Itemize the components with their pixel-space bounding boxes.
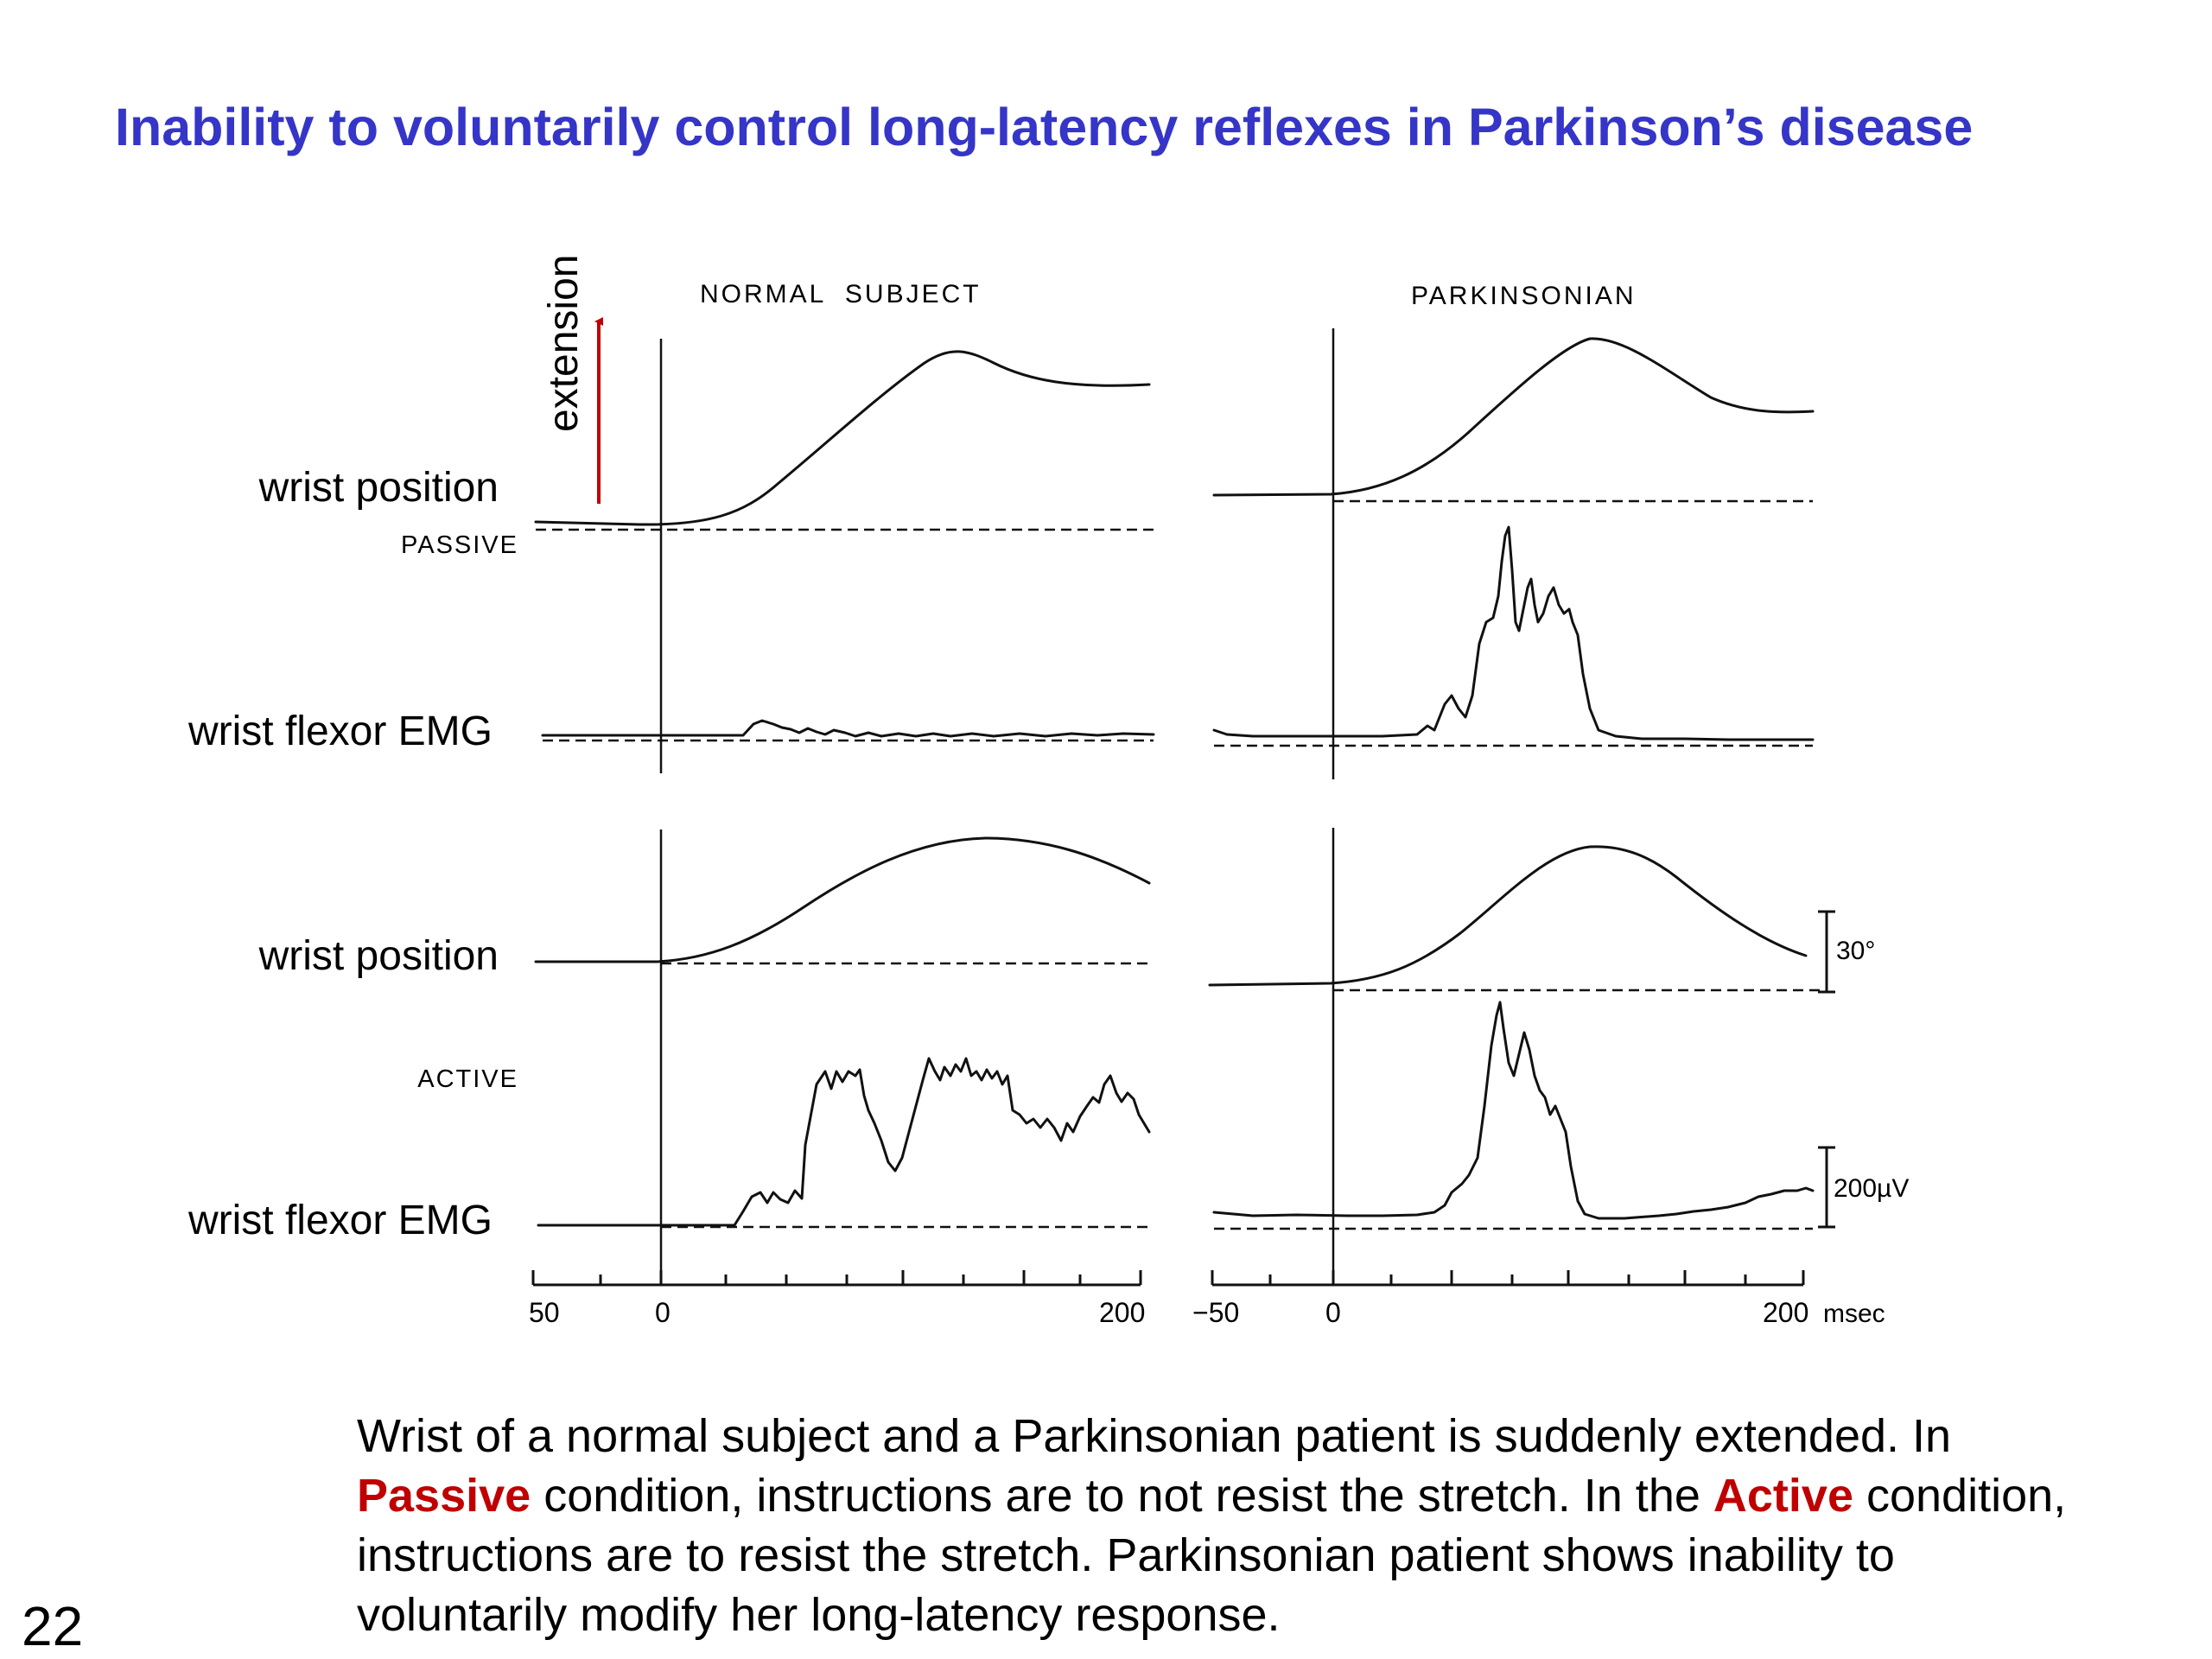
caption-part-1: Wrist of a normal subject and a Parkinso… <box>357 1410 1952 1462</box>
condition-label-active: ACTIVE <box>417 1065 518 1093</box>
normal-subject-header: NORMAL SUBJECT <box>700 280 982 308</box>
slide-title: Inability to voluntarily control long-la… <box>115 98 1974 156</box>
trace-pd-active-emg <box>1212 1001 1815 1220</box>
parkinsonian-header: PARKINSONIAN <box>1411 282 1637 310</box>
trace-label-passive-position: wrist position <box>258 465 499 511</box>
caption-part-3: condition, instructions are to resist th… <box>357 1470 2067 1641</box>
trace-normal-passive-position <box>534 350 1151 526</box>
caption-keyword-active: Active <box>1713 1470 1853 1522</box>
trace-pd-passive-emg <box>1212 525 1815 741</box>
time-tick-normal-zero: 0 <box>655 1297 671 1328</box>
scale-bar-voltage-label: 200µV <box>1834 1174 1909 1203</box>
trace-normal-active-emg <box>537 1057 1151 1227</box>
trace-normal-active-position <box>534 836 1151 963</box>
trace-pd-active-position <box>1208 845 1808 987</box>
page-number: 22 <box>22 1595 84 1657</box>
trace-label-passive-emg: wrist flexor EMG <box>188 709 493 754</box>
trace-pd-passive-position <box>1212 337 1815 497</box>
trace-label-active-emg: wrist flexor EMG <box>188 1198 493 1243</box>
extension-label: extension <box>541 255 587 432</box>
condition-label-passive: PASSIVE <box>401 531 518 559</box>
trace-normal-passive-emg <box>541 719 1155 738</box>
time-tick-parkinsonian-zero: 0 <box>1325 1297 1341 1328</box>
caption-part-2: condition, instructions are to not resis… <box>531 1470 1713 1522</box>
trace-label-active-position: wrist position <box>258 933 499 979</box>
time-tick-parkinsonian-end: 200 <box>1763 1297 1808 1328</box>
scale-bar-angle-label: 30° <box>1836 937 1875 965</box>
time-tick-normal-end: 200 <box>1099 1297 1145 1328</box>
caption-keyword-passive: Passive <box>357 1470 531 1522</box>
time-tick-normal-start: 50 <box>529 1297 560 1328</box>
figure-caption: Wrist of a normal subject and a Parkinso… <box>357 1407 2085 1645</box>
time-axis-unit: msec <box>1823 1300 1885 1328</box>
time-tick-parkinsonian-start: −50 <box>1192 1297 1239 1328</box>
